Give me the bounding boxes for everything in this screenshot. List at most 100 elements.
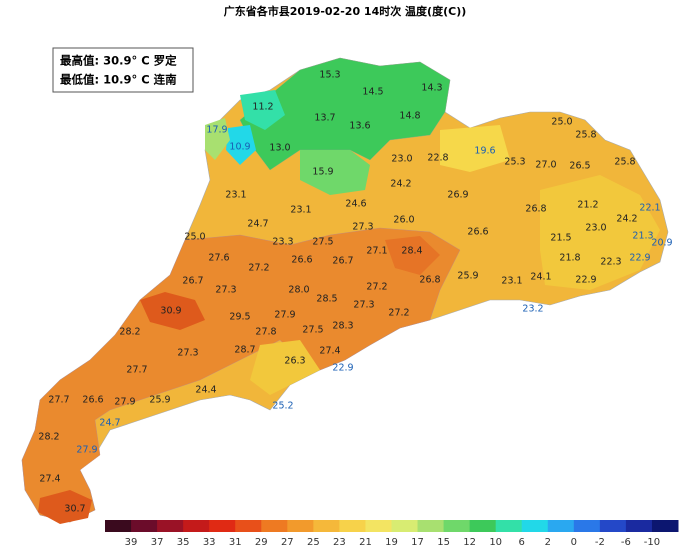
- station-value: 24.4: [195, 385, 216, 396]
- station-value: 27.8: [255, 327, 276, 338]
- station-value: 27.9: [76, 445, 97, 456]
- station-labels: 15.3 14.5 14.3 11.2 13.7 13.6 14.8 17.910.9 13.0…: [38, 70, 672, 515]
- station-value: 25.9: [149, 395, 170, 406]
- station-value: 21.3: [632, 231, 653, 242]
- station-value: 15.3: [319, 70, 340, 81]
- station-value: 26.6: [467, 227, 488, 238]
- station-value: 27.2: [366, 282, 387, 293]
- map-title: 广东省各市县2019-02-20 14时次 温度(度(C)): [224, 4, 467, 18]
- station-value: 13.7: [314, 113, 335, 124]
- station-value: 27.7: [48, 395, 69, 406]
- station-value: 23.0: [391, 154, 412, 165]
- station-value: 24.1: [530, 272, 551, 283]
- station-value: 27.7: [126, 365, 147, 376]
- station-value: 22.9: [629, 253, 650, 264]
- station-value: 27.4: [319, 346, 340, 357]
- legend-tick-label: -6: [621, 537, 631, 548]
- station-value: 27.9: [274, 310, 295, 321]
- station-value: 27.3: [353, 300, 374, 311]
- station-value: 26.8: [525, 204, 546, 215]
- legend-tick-label: 35: [177, 537, 190, 548]
- station-value: 27.4: [39, 474, 60, 485]
- legend-swatch: [469, 520, 497, 532]
- station-value: 23.1: [290, 205, 311, 216]
- station-value: 14.3: [421, 83, 442, 94]
- station-value: 23.1: [225, 190, 246, 201]
- station-value: 24.2: [390, 179, 411, 190]
- station-value: 22.8: [427, 153, 448, 164]
- warm-region: [21, 227, 461, 523]
- hot-region: [38, 490, 92, 524]
- station-value: 25.9: [457, 271, 478, 282]
- station-value: 23.3: [272, 237, 293, 248]
- station-value: 14.8: [399, 111, 420, 122]
- station-value: 28.7: [234, 345, 255, 356]
- legend-swatch: [131, 520, 158, 532]
- legend-swatch: [417, 520, 445, 532]
- legend-swatch: [235, 520, 262, 532]
- station-value: 23.1: [501, 276, 522, 287]
- station-value: 23.0: [585, 223, 606, 234]
- legend-tick-label: 39: [125, 537, 138, 548]
- station-value: 27.3: [215, 285, 236, 296]
- station-value: 30.9: [160, 306, 181, 317]
- station-value: 21.5: [550, 233, 571, 244]
- hot-region: [140, 292, 205, 330]
- station-value: 13.6: [349, 121, 370, 132]
- legend-tick-label: 12: [463, 537, 476, 548]
- legend-tick-label: 31: [229, 537, 242, 548]
- station-value: 19.6: [474, 146, 495, 157]
- legend-swatch: [573, 520, 601, 532]
- legend-tick-label: 29: [255, 537, 268, 548]
- legend-tick-label: 21: [359, 537, 372, 548]
- station-value: 24.7: [247, 219, 268, 230]
- station-value: 27.2: [248, 263, 269, 274]
- station-value: 28.4: [401, 246, 422, 257]
- legend-tick-label: 2: [545, 537, 551, 548]
- legend-tick-label: 37: [151, 537, 164, 548]
- station-value: 22.9: [575, 275, 596, 286]
- station-value: 15.9: [312, 167, 333, 178]
- station-value: 26.6: [82, 395, 103, 406]
- legend-tick-label: 17: [411, 537, 424, 548]
- station-value: 21.8: [559, 253, 580, 264]
- station-value: 27.5: [302, 325, 323, 336]
- station-value: 26.3: [284, 356, 305, 367]
- station-value: 22.1: [639, 203, 660, 214]
- legend-swatch: [547, 520, 575, 532]
- station-value: 27.1: [366, 246, 387, 257]
- legend-swatch: [651, 520, 679, 532]
- station-value: 28.3: [332, 321, 353, 332]
- legend-swatch: [521, 520, 549, 532]
- mild-region: [250, 340, 320, 395]
- station-value: 26.9: [447, 190, 468, 201]
- legend-swatch: [183, 520, 210, 532]
- station-value: 22.3: [600, 257, 621, 268]
- station-value: 25.2: [272, 401, 293, 412]
- station-value: 26.7: [182, 276, 203, 287]
- station-value: 21.2: [577, 200, 598, 211]
- max-value: 最高值: 30.9° C 罗定: [60, 54, 177, 68]
- legend-tick-label: 0: [571, 537, 577, 548]
- station-value: 27.9: [114, 397, 135, 408]
- mild-region: [440, 125, 510, 172]
- legend: 39 37 35 33 31 29 27 25 23 21 19 17 15 12 10 6 2 0 -2 -6 -10: [105, 520, 679, 548]
- hot-region: [385, 236, 440, 275]
- legend-tick-label: -10: [644, 537, 660, 548]
- legend-tick-label: -2: [595, 537, 605, 548]
- cold-region: [240, 90, 285, 130]
- station-value: 17.9: [206, 125, 227, 136]
- legend-swatch: [105, 520, 132, 532]
- station-value: 24.7: [99, 418, 120, 429]
- station-value: 27.0: [535, 160, 556, 171]
- legend-swatch: [287, 520, 314, 532]
- station-value: 28.2: [119, 327, 140, 338]
- legend-swatch: [339, 520, 366, 532]
- station-value: 24.6: [345, 199, 366, 210]
- legend-tick-label: 6: [519, 537, 525, 548]
- station-value: 28.2: [38, 432, 59, 443]
- cool-region: [300, 150, 370, 195]
- station-value: 30.7: [64, 504, 85, 515]
- station-value: 25.8: [614, 157, 635, 168]
